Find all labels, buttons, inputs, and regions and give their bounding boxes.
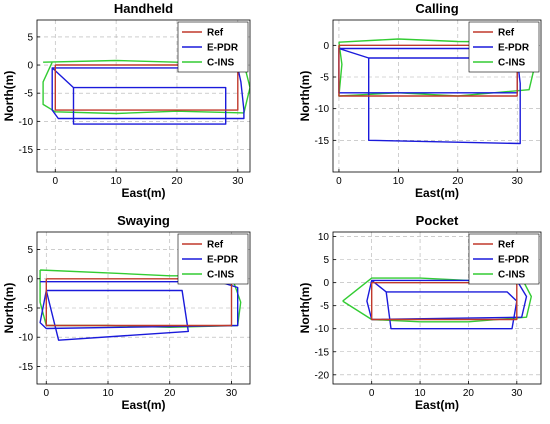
- panel-pocket-series-group: [342, 277, 532, 330]
- panel-swaying-x-tick-label: 20: [164, 388, 176, 399]
- panel-handheld-y-tick-label: 0: [27, 61, 33, 72]
- panel-swaying-x-tick-label: 30: [226, 388, 238, 399]
- panel-pocket-y-tick-label: -15: [315, 347, 330, 358]
- panel-swaying-legend-label-ref: Ref: [207, 240, 224, 251]
- panel-pocket-legend-label-e-pdr: E-PDR: [498, 255, 530, 266]
- panel-calling-legend-box: [468, 21, 540, 73]
- panel-calling-y-tick-label: -5: [320, 73, 329, 84]
- panel-calling-x-tick-label: 20: [452, 176, 464, 187]
- panel-pocket-x-axis-label: East(m): [415, 398, 459, 412]
- panel-pocket-legend: Ref E-PDR C-INS: [468, 233, 540, 285]
- panel-pocket-series-ref: [371, 282, 518, 321]
- panel-handheld-plot-frame: [36, 19, 251, 173]
- panel-pocket-y-tick-label: 5: [323, 255, 329, 266]
- panel-pocket-y-tick-label: -5: [320, 301, 329, 312]
- panel-calling-legend-label-ref: Ref: [498, 28, 515, 39]
- panel-handheld-series-ref: [54, 64, 239, 111]
- panel-swaying-legend-label-c-ins: C-INS: [207, 270, 235, 281]
- panel-calling-title: Calling: [415, 1, 458, 16]
- panel-calling-x-axis-label: East(m): [415, 186, 459, 200]
- panel-calling-x-tick-label: 10: [393, 176, 405, 187]
- panel-handheld-y-tick-label: -15: [19, 145, 34, 156]
- panel-swaying-legend: Ref E-PDR C-INS: [177, 233, 249, 285]
- panel-pocket-y-tick-label: 10: [318, 232, 330, 243]
- panel-swaying-y-tick-label: 0: [27, 274, 33, 285]
- panel-swaying-title: Swaying: [117, 213, 170, 228]
- panel-handheld-x-tick-label: 0: [52, 176, 58, 187]
- panel-calling-legend-label-e-pdr: E-PDR: [498, 43, 530, 54]
- panel-swaying-y-axis-label: North(m): [2, 283, 16, 334]
- panel-calling-y-tick-label: 0: [323, 41, 329, 52]
- panel-swaying-series-group: [39, 269, 242, 341]
- panel-pocket-x-tick-label: 30: [511, 388, 523, 399]
- panel-pocket-x-tick-label: 10: [415, 388, 427, 399]
- panel-handheld-y-axis-label: North(m): [2, 71, 16, 122]
- panel-swaying-series-ref: [45, 278, 233, 327]
- panel-calling-series-c-ins: [338, 38, 536, 97]
- panel-handheld-series-c-ins: [42, 59, 250, 115]
- panel-swaying-y-tick-label: 5: [27, 245, 33, 256]
- panel-handheld-y-tick-label: 5: [27, 32, 33, 43]
- panel-swaying-x-axis-label: East(m): [121, 398, 165, 412]
- panel-pocket-legend-label-c-ins: C-INS: [498, 270, 526, 281]
- panel-calling-plot-frame: [332, 19, 542, 173]
- panel-calling-series-ref: [338, 44, 518, 97]
- panel-pocket-y-tick-label: -10: [315, 324, 330, 335]
- panel-handheld-legend-label-ref: Ref: [207, 28, 224, 39]
- panel-calling-x-tick-label: 30: [512, 176, 524, 187]
- panel-handheld: 0 10 20 30 5 0 -5 -10 -15 Handheld East(m) North(m)…: [2, 1, 251, 200]
- panel-handheld-x-tick-label: 10: [111, 176, 123, 187]
- panel-pocket-y-tick-label: 0: [323, 278, 329, 289]
- panel-handheld-x-tick-label: 20: [171, 176, 183, 187]
- panel-handheld-series-group: [42, 59, 250, 125]
- panel-swaying-y-tick-label: -5: [24, 304, 33, 315]
- panel-pocket-x-tick-label: 20: [463, 388, 475, 399]
- panel-pocket-series-e-pdr: [366, 279, 528, 330]
- panel-pocket-x-tick-label: 0: [369, 388, 375, 399]
- panel-swaying-y-tick-label: -10: [19, 333, 34, 344]
- panel-swaying-series-e-pdr: [39, 281, 239, 341]
- panel-pocket-plot-frame: [332, 231, 542, 385]
- panel-calling-y-tick-label: -15: [315, 136, 330, 147]
- panel-handheld-y-tick-label: -5: [24, 89, 33, 100]
- panel-swaying-x-tick-label: 0: [43, 388, 49, 399]
- panel-handheld-series-e-pdr: [51, 67, 245, 125]
- panel-calling-y-tick-label: -10: [315, 104, 330, 115]
- panel-calling-x-tick-label: 0: [336, 176, 342, 187]
- panel-handheld-y-tick-label: -10: [19, 117, 34, 128]
- panel-calling: 0 10 20 30 0 -5 -10 -15 Calling East(m) North(m) Re…: [298, 1, 542, 200]
- panel-pocket-series-c-ins: [342, 277, 532, 323]
- panel-swaying-legend-label-e-pdr: E-PDR: [207, 255, 239, 266]
- panel-swaying-y-tick-label: -15: [19, 362, 34, 373]
- panel-pocket-y-tick-label: -20: [315, 370, 330, 381]
- panel-handheld-legend-label-c-ins: C-INS: [207, 58, 235, 69]
- panel-pocket-y-axis-label: North(m): [298, 283, 312, 334]
- panel-calling-legend: Ref E-PDR C-INS: [468, 21, 540, 73]
- panel-handheld-legend: Ref E-PDR C-INS: [177, 21, 249, 73]
- panel-calling-y-axis-label: North(m): [298, 71, 312, 122]
- panel-handheld-title: Handheld: [114, 1, 173, 16]
- panel-pocket-legend-label-ref: Ref: [498, 240, 515, 251]
- panel-handheld-x-axis-label: East(m): [121, 186, 165, 200]
- panel-swaying: 0 10 20 30 5 0 -5 -10 -15 Swaying East(m) North(m) R…: [2, 213, 251, 412]
- panel-calling-legend-label-c-ins: C-INS: [498, 58, 526, 69]
- panel-pocket-title: Pocket: [416, 213, 459, 228]
- panel-handheld-legend-label-e-pdr: E-PDR: [207, 43, 239, 54]
- panel-swaying-x-tick-label: 10: [102, 388, 114, 399]
- panel-pocket: 0 10 20 30 10 5 0 -5 -10 -15 -20 Pocket East(m) North…: [298, 213, 542, 412]
- panel-handheld-x-tick-label: 30: [232, 176, 244, 187]
